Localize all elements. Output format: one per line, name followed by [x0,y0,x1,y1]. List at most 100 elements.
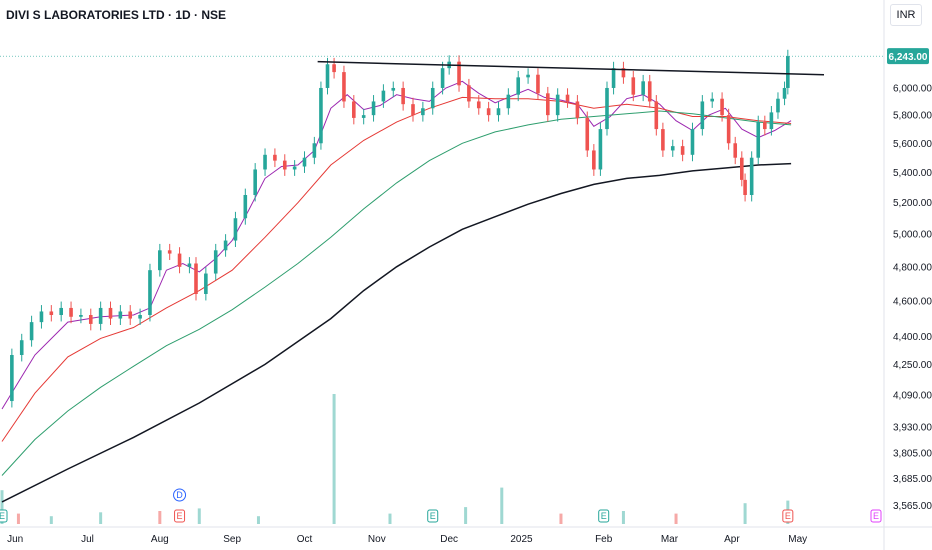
candle-body [312,143,317,158]
candle-body [749,157,754,196]
candle-body [592,150,596,170]
y-tick-label: 5,600.00 [893,139,932,150]
volume-bar [464,507,468,524]
candle-body [302,157,307,167]
candle-body [496,108,501,116]
volume-bar [621,511,625,524]
candle-body [243,195,248,219]
earnings-marker [174,509,186,523]
volume-bar [99,512,103,524]
candle-body [88,315,93,324]
candle-body [700,101,705,130]
candle-body [585,117,590,151]
volume-bar [674,513,678,524]
earnings-marker [870,509,882,523]
currency-selector[interactable]: INR [890,4,922,26]
x-tick-label: Oct [297,534,313,545]
candle-body [421,108,425,116]
candle-body [467,85,471,102]
candle-body [782,87,787,99]
candle-body [680,146,685,155]
candle-body [670,146,675,151]
moving-average-line-ma_mid [1,96,792,442]
candle-body [352,101,356,118]
x-tick-label: May [788,534,807,545]
candle-body [263,154,267,170]
candle-body [565,94,570,102]
candle-body [98,307,103,324]
candle-body [319,87,323,144]
candle-body [332,64,336,73]
moving-average-line-ma_slow [1,110,792,476]
y-tick-label: 4,600.00 [893,296,932,307]
candle-body [575,101,580,118]
x-tick-label: Aug [151,534,169,545]
candle-body [69,307,73,317]
y-tick-label: 4,800.00 [893,262,932,273]
volume-bar [388,513,392,524]
y-tick-label: 3,685.00 [893,474,932,485]
volume-bar [743,503,747,524]
volume-bar [49,516,53,524]
candle-body [611,68,616,88]
candle-body [605,87,609,130]
candle-body [381,90,386,102]
last-price-tag [887,48,929,65]
event-marker-letter: E [0,511,5,521]
candle-body [743,179,747,196]
candle-body [204,273,208,295]
candle-body [555,94,560,116]
y-tick-label: 3,805.00 [893,449,932,460]
candle-body [733,143,738,158]
candle-body [769,112,774,130]
candle-body [401,87,405,105]
y-tick-label: 5,400.00 [893,168,932,179]
candle-body [598,129,603,170]
earnings-marker [0,509,8,523]
candle-body [223,240,228,251]
candle-body [29,322,34,341]
candle-body [536,74,540,94]
candle-body [476,101,481,109]
candle-body [726,115,731,144]
candle-body [740,157,744,180]
x-tick-label: Dec [440,534,458,545]
candle-body [108,307,113,319]
candle-body [148,270,152,316]
volume-bar [0,490,4,524]
candle-body [187,263,192,267]
candle-body [213,250,218,274]
candle-body [720,98,724,116]
candle-body [292,166,297,170]
candle-body [506,94,511,109]
event-marker-letter: E [785,511,791,521]
x-tick-label: 2025 [510,534,533,545]
y-tick-label: 4,250.00 [893,360,932,371]
candle-body [486,108,491,116]
x-tick-label: Mar [661,534,679,545]
candle-body [710,98,715,102]
volume-bar [559,513,563,524]
candle-body [641,81,645,95]
moving-average-line-ma_fast [1,80,792,410]
candle-body [194,263,198,295]
x-tick-label: Apr [724,534,740,545]
earnings-marker [782,509,794,523]
x-tick-label: Feb [595,534,613,545]
candle-body [325,64,330,88]
y-tick-label: 5,000.00 [893,230,932,241]
y-tick-label: 4,400.00 [893,332,932,343]
moving-average-line-ma_long [1,162,792,503]
volume-bar [500,487,504,524]
dividend-marker [173,488,187,502]
event-marker-letter: E [601,511,607,521]
candle-body [516,77,521,95]
candle-body [631,77,636,95]
candle-body [253,169,257,196]
event-marker-letter: E [430,511,436,521]
candle-body [273,154,277,161]
last-price-label: 6,243.00 [889,52,928,63]
candle-body [361,115,366,118]
volume-bar [256,516,260,524]
